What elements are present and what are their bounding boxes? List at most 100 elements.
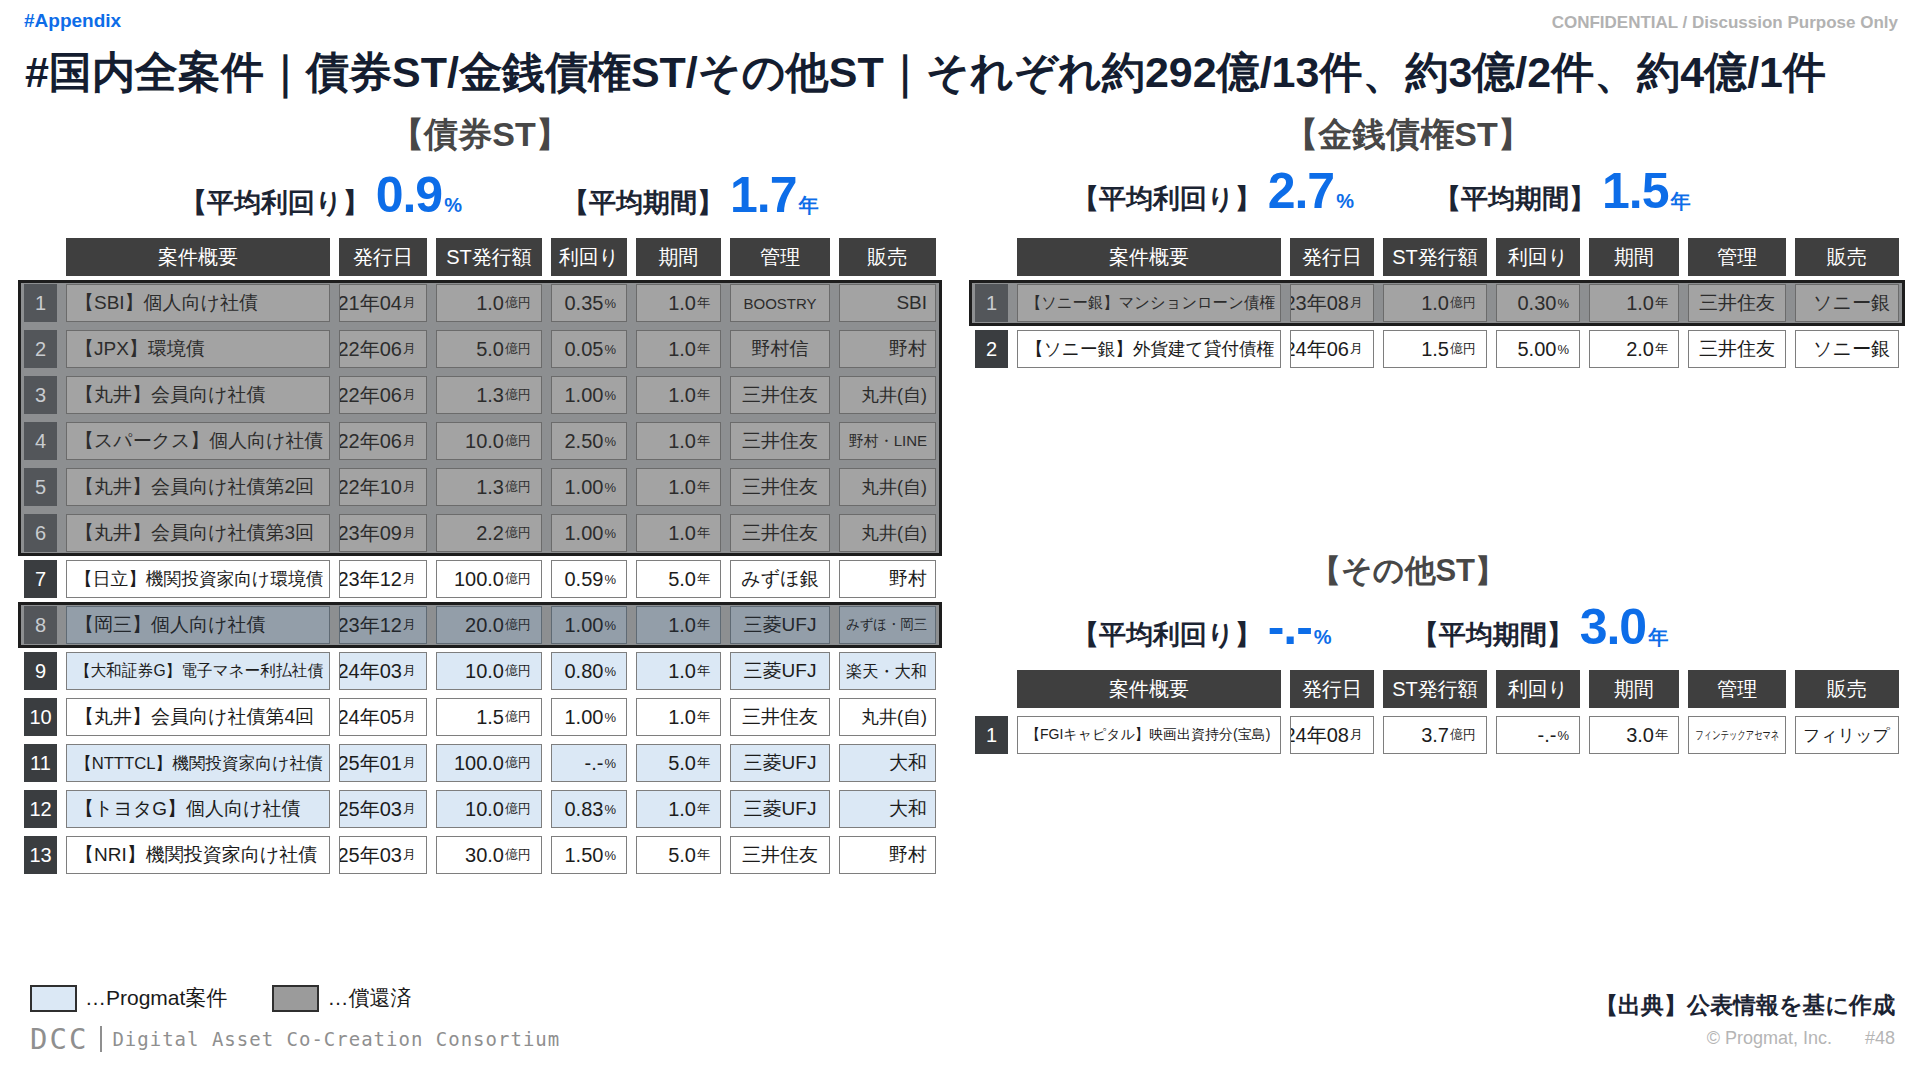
cell-mgmt-bond-6: 三井住友 [730,514,830,552]
cell-sales-monetary-1: ソニー銀 [1795,284,1899,322]
cell-amount-bond-11: 100.0億円 [436,744,542,782]
row-number-bond-4: 4 [24,422,57,460]
value: 1.0 [668,292,696,315]
value: 1.3 [476,476,504,499]
unit: 月 [403,570,416,588]
cell-sales-bond-11: 大和 [839,744,936,782]
unit: 億円 [1450,726,1476,744]
unit: 年 [697,524,710,542]
cell-date-bond-1: 21年04月 [339,284,427,322]
value: 1.0 [668,522,696,545]
label: 大和 [889,750,927,776]
cell-yield-bond-4: 2.50% [551,422,627,460]
value: 100.0 [454,752,504,775]
cell-term-bond-8: 1.0年 [636,606,721,644]
label: フィリップ [1803,724,1890,747]
unit: 年 [1655,294,1668,312]
page-title: #国内全案件｜債券ST/金銭債権ST/その他ST｜それぞれ約292億/13件、約… [25,44,1826,102]
cell-yield-bond-3: 1.00% [551,376,627,414]
value: 5.0 [476,338,504,361]
unit: 年 [697,616,710,634]
value: 1.00 [565,384,604,407]
unit: % [604,664,616,679]
cell-term-bond-5: 1.0年 [636,468,721,506]
unit: % [604,618,616,633]
value: 24年05 [339,704,402,731]
cell-yield-bond-12: 0.83% [551,790,627,828]
row-number-monetary-1: 1 [975,284,1008,322]
cell-sales-bond-13: 野村 [839,836,936,874]
cell-date-bond-2: 22年06月 [339,330,427,368]
label: 【スパークス】個人向け社債 [75,428,323,454]
unit: 年 [697,662,710,680]
label: 三菱UFJ [744,750,817,776]
cell-term-other-1: 3.0年 [1589,716,1679,754]
unit: % [604,388,616,403]
cell-mgmt-monetary-1: 三井住友 [1688,284,1786,322]
cell-sales-bond-9: 楽天・大和 [839,652,936,690]
cell-sales-bond-5: 丸井(自) [839,468,936,506]
value: -.- [1538,724,1557,747]
cell-amount-bond-10: 1.5億円 [436,698,542,736]
unit: 月 [1350,340,1363,358]
label: 【大和証券G】電子マネー利払社債 [75,661,323,682]
row-number-bond-7: 7 [24,560,57,598]
stat-unit-monetary-1: 年 [1670,188,1690,215]
cell-name-bond-11: 【NTTTCL】機関投資家向け社債 [66,744,330,782]
value: 0.30 [1518,292,1557,315]
cell-yield-monetary-2: 5.00% [1496,330,1580,368]
label: 【JPX】環境債 [75,336,205,362]
cell-term-monetary-1: 1.0年 [1589,284,1679,322]
unit: 年 [697,800,710,818]
table-monetary: 案件概要発行日ST発行額利回り期間管理販売1【ソニー銀】マンションローン債権23… [975,238,1899,368]
cell-amount-monetary-2: 1.5億円 [1383,330,1487,368]
cell-mgmt-bond-12: 三菱UFJ [730,790,830,828]
table-other: 案件概要発行日ST発行額利回り期間管理販売1【FGIキャピタル】映画出資持分(宝… [975,670,1899,754]
label: 【SBI】個人向け社債 [75,290,258,316]
table-bond: 案件概要発行日ST発行額利回り期間管理販売1【SBI】個人向け社債21年04月1… [24,238,936,874]
cell-amount-bond-1: 1.0億円 [436,284,542,322]
cell-name-monetary-2: 【ソニー銀】外貨建て貸付債権 [1017,330,1281,368]
cell-yield-other-1: -.-% [1496,716,1580,754]
cell-term-bond-1: 1.0年 [636,284,721,322]
unit: 年 [697,708,710,726]
label: 【丸井】会員向け社債第4回 [75,704,314,730]
cell-term-monetary-2: 2.0年 [1589,330,1679,368]
unit: 月 [1350,726,1363,744]
dcc-logo-line: DCC Digital Asset Co-Creation Consortium [30,1022,560,1056]
stat-unit-other-0: % [1314,626,1332,649]
label: ソニー銀 [1813,290,1890,316]
stat-label-monetary-0: 【平均利回り】 [1072,181,1262,217]
column-header-monetary-6: 販売 [1795,238,1899,276]
column-header-other-1: 発行日 [1290,670,1374,708]
value: 1.0 [668,384,696,407]
legend-label-progmat: …Progmat案件 [85,984,227,1012]
cell-yield-bond-5: 1.00% [551,468,627,506]
cell-mgmt-bond-5: 三井住友 [730,468,830,506]
cell-date-monetary-2: 24年06月 [1290,330,1374,368]
cell-mgmt-bond-3: 三井住友 [730,376,830,414]
cell-name-bond-2: 【JPX】環境債 [66,330,330,368]
cell-date-bond-9: 24年03月 [339,652,427,690]
column-header-other-2: ST発行額 [1383,670,1487,708]
value: 5.0 [668,752,696,775]
label: 【丸井】会員向け社債 [75,382,265,408]
label: みずほ・岡三 [846,616,927,634]
stats-other: 【平均利回り】-.-%【平均期間】3.0年 [1072,598,1668,656]
cell-yield-bond-7: 0.59% [551,560,627,598]
cell-sales-bond-6: 丸井(自) [839,514,936,552]
cell-term-bond-7: 5.0年 [636,560,721,598]
row-number-bond-13: 13 [24,836,57,874]
cell-sales-bond-8: みずほ・岡三 [839,606,936,644]
unit: % [604,572,616,587]
cell-date-bond-7: 23年12月 [339,560,427,598]
value: 1.0 [1421,292,1449,315]
cell-amount-monetary-1: 1.0億円 [1383,284,1487,322]
column-header-monetary-2: ST発行額 [1383,238,1487,276]
cell-name-bond-13: 【NRI】機関投資家向け社債 [66,836,330,874]
stat-unit-bond-1: 年 [798,192,818,219]
value: 1.00 [565,706,604,729]
label: 三井住友 [742,842,818,868]
cell-mgmt-bond-2: 野村信 [730,330,830,368]
cell-mgmt-bond-7: みずほ銀 [730,560,830,598]
